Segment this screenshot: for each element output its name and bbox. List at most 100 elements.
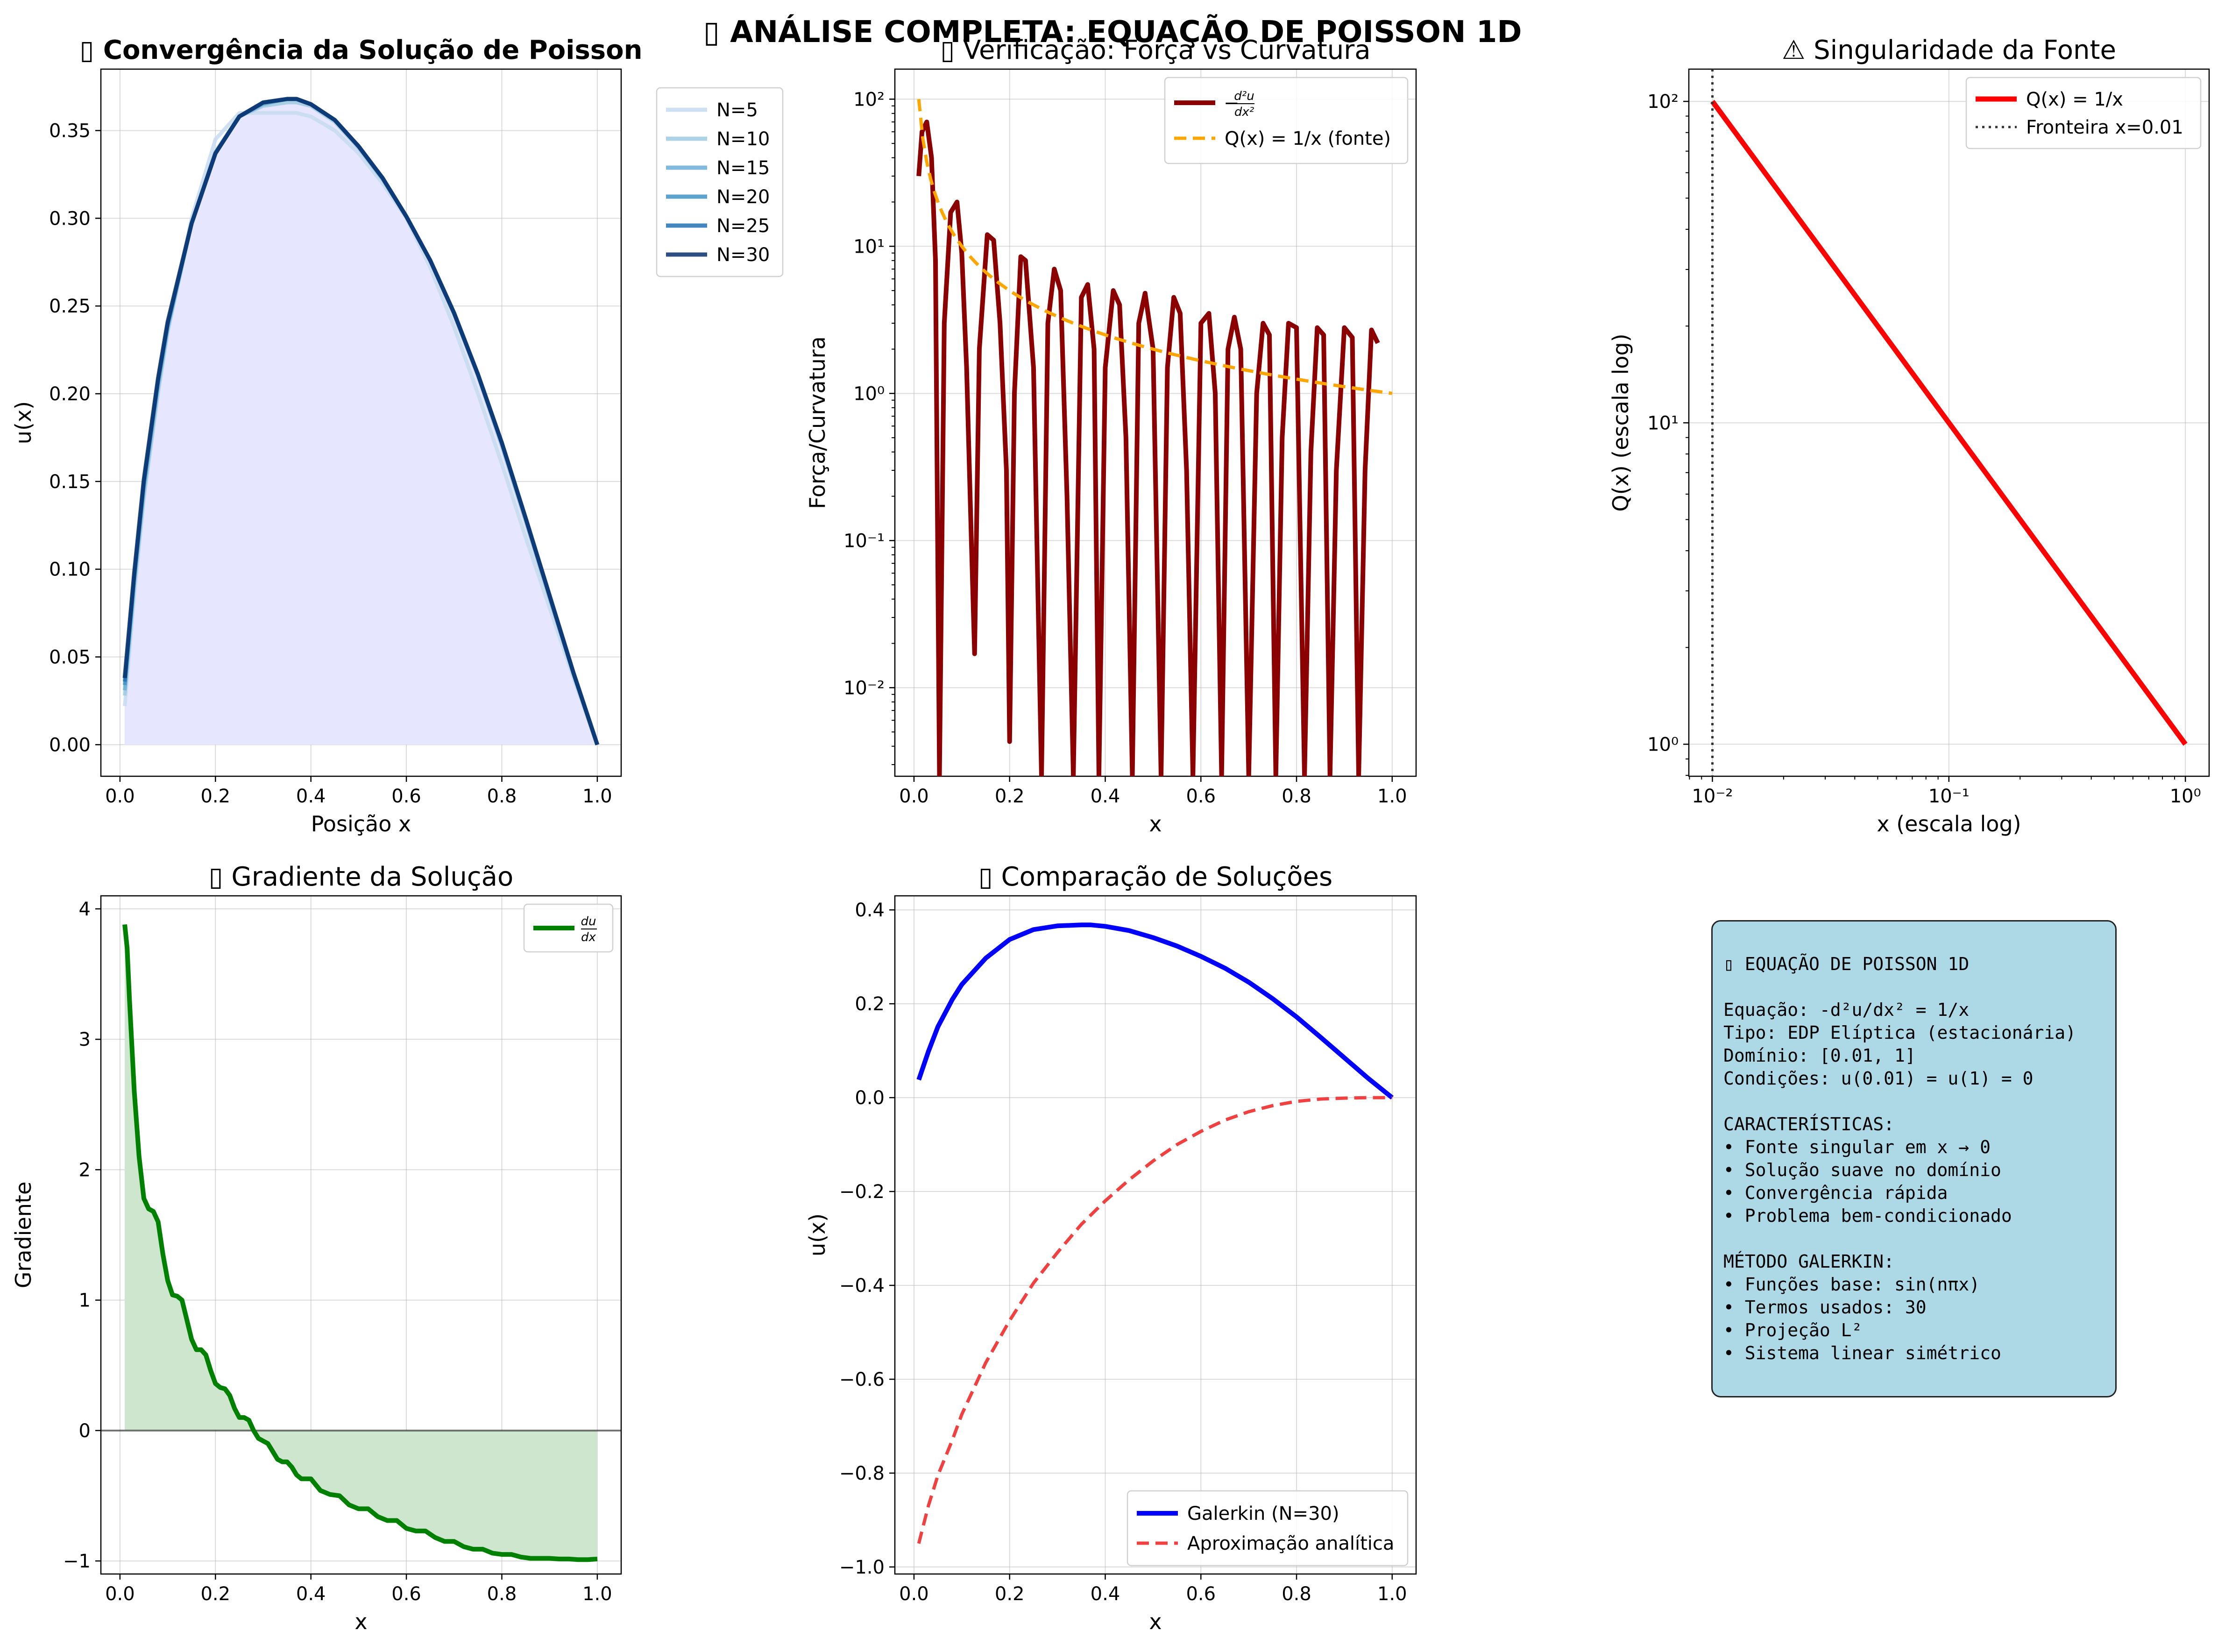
y-tick-label: 1 bbox=[79, 1290, 91, 1312]
chart-comparison: 0.0 0.2 0.4 0.6 0.8 1.0 −1.0 −0.8 −0.6 −0.4 −0.2 0.… bbox=[805, 862, 1417, 1634]
x-tick-label: 1.0 bbox=[1377, 1583, 1407, 1605]
x-tick-label: 0.2 bbox=[995, 786, 1025, 807]
y-tick-label: 0.10 bbox=[49, 559, 91, 581]
legend-box bbox=[656, 87, 784, 277]
x-tick-label: 0.6 bbox=[1186, 1583, 1216, 1605]
y-tick-label: 0.15 bbox=[49, 471, 91, 493]
y-axis-label: Força/Curvatura bbox=[805, 336, 830, 509]
y-tick-label: 4 bbox=[79, 899, 91, 920]
x-axis-label: Posição x bbox=[311, 811, 411, 837]
y-tick-label: 0 bbox=[79, 1420, 91, 1442]
chart-title: ⚠ Singularidade da Fonte bbox=[1782, 35, 2116, 65]
x-tick-label: 10⁰ bbox=[2170, 786, 2201, 807]
y-tick-label: −1 bbox=[63, 1551, 91, 1572]
info-text: ▯ EQUAÇÃO DE POISSON 1D Equação: -d²u/dx… bbox=[1723, 954, 2076, 1363]
series-line-dashed bbox=[917, 1096, 1392, 1544]
legend-label: du bbox=[581, 915, 596, 929]
x-axis-label: x (escala log) bbox=[1877, 811, 2021, 837]
y-axis-label: Q(x) (escala log) bbox=[1608, 333, 1633, 511]
plot-frame bbox=[100, 68, 622, 777]
info-box bbox=[1711, 920, 2117, 1397]
legend-label: Aproximação analítica bbox=[1187, 1533, 1394, 1554]
y-tick-label: 0.05 bbox=[49, 647, 91, 668]
x-tick-label: 0.4 bbox=[1091, 1583, 1120, 1605]
area-fill bbox=[125, 99, 597, 745]
x-tick-label: 0.2 bbox=[200, 1583, 230, 1605]
chart-title: ▯ Verificação: Força vs Curvatura bbox=[940, 35, 1370, 65]
legend-label: N=25 bbox=[716, 215, 770, 237]
legend-label: N=20 bbox=[716, 186, 770, 208]
chart-singularity: 10⁻² 10⁻¹ 10⁰ 10⁰ 10¹ 10² x (escala log) Q(x) (… bbox=[1608, 35, 2210, 837]
x-axis-label: x bbox=[354, 1609, 367, 1634]
x-tick-label: 0.0 bbox=[899, 1583, 929, 1605]
y-axis-label: u(x) bbox=[805, 1213, 830, 1256]
legend-box bbox=[1127, 1490, 1409, 1567]
y-tick-label: 3 bbox=[79, 1029, 91, 1050]
y-tick-label: 10² bbox=[1647, 91, 1679, 113]
series-line bbox=[916, 922, 1394, 1099]
legend-label: d²u bbox=[1234, 89, 1254, 103]
chart-verification: 0.0 0.2 0.4 0.6 0.8 1.0 10⁻² 10⁻¹ 10⁰ 10¹ 10² x Forç… bbox=[805, 35, 1417, 837]
legend-label: dx² bbox=[1234, 105, 1254, 119]
y-tick-label: 0.2 bbox=[855, 993, 885, 1015]
y-tick-label: 0.4 bbox=[855, 900, 885, 921]
y-tick-label: 0.00 bbox=[49, 734, 91, 756]
y-tick-label: 2 bbox=[79, 1159, 91, 1181]
plot-frame bbox=[894, 895, 1417, 1575]
plot-area bbox=[895, 896, 1416, 1574]
chart-gradient: 0.0 0.2 0.4 0.6 0.8 1.0 −1 0 1 2 3 4 x Gradiente ▯ Gra… bbox=[11, 862, 622, 1634]
x-tick-label: 10⁻¹ bbox=[1928, 786, 1970, 807]
y-tick-label: −1.0 bbox=[839, 1557, 885, 1578]
x-tick-label: 0.8 bbox=[1282, 1583, 1311, 1605]
x-tick-label: 0.4 bbox=[296, 786, 326, 807]
legend-box bbox=[1164, 77, 1409, 164]
series-line bbox=[916, 120, 1380, 776]
y-tick-label: 0.30 bbox=[49, 208, 91, 229]
y-tick-label: 10⁻² bbox=[843, 677, 885, 699]
chart-convergence: 0.0 0.2 0.4 0.6 0.8 1.0 0.00 0.05 0.10 0.15 0.20 0.… bbox=[11, 35, 784, 837]
plot-frame bbox=[1688, 68, 2210, 777]
plot-frame bbox=[894, 68, 1417, 777]
y-axis-label: u(x) bbox=[11, 401, 36, 444]
legend-label: dx bbox=[581, 930, 596, 944]
y-axis-label: Gradiente bbox=[11, 1182, 36, 1289]
legend-label: N=30 bbox=[716, 244, 770, 266]
legend-label: N=5 bbox=[716, 99, 758, 121]
series-line bbox=[122, 924, 598, 1562]
x-tick-label: 0.8 bbox=[1282, 786, 1311, 807]
x-tick-label: 0.2 bbox=[200, 786, 230, 807]
x-tick-label: 0.6 bbox=[391, 1583, 421, 1605]
figure-title: ▯ ANÁLISE COMPLETA: EQUAÇÃO DE POISSON 1… bbox=[703, 14, 1522, 50]
x-tick-label: 1.0 bbox=[582, 1583, 612, 1605]
y-tick-label: −0.8 bbox=[839, 1463, 885, 1484]
y-tick-label: 10⁻¹ bbox=[843, 530, 885, 552]
y-tick-label: 10¹ bbox=[853, 236, 885, 257]
x-tick-label: 0.0 bbox=[899, 786, 929, 807]
y-tick-label: 0.35 bbox=[49, 120, 91, 142]
plot-frame bbox=[100, 895, 622, 1575]
x-axis-label: x bbox=[1149, 811, 1162, 837]
y-tick-label: 10¹ bbox=[1647, 412, 1679, 434]
y-tick-label: −0.6 bbox=[839, 1369, 885, 1390]
series-line bbox=[122, 97, 600, 745]
legend-label: Fronteira x=0.01 bbox=[2026, 117, 2183, 138]
legend-label: N=10 bbox=[716, 128, 770, 150]
chart-title: ▯ Convergência da Solução de Poisson bbox=[80, 35, 643, 65]
y-tick-label: 10² bbox=[853, 89, 885, 110]
x-tick-label: 0.6 bbox=[1186, 786, 1216, 807]
y-tick-label: −0.4 bbox=[839, 1275, 885, 1297]
y-tick-label: 10⁰ bbox=[1647, 734, 1679, 755]
legend-label: Q(x) = 1/x (fonte) bbox=[1225, 128, 1391, 149]
x-tick-label: 0.4 bbox=[1091, 786, 1120, 807]
y-tick-label: 0.20 bbox=[49, 383, 91, 405]
legend-label: Q(x) = 1/x bbox=[2026, 89, 2123, 110]
x-tick-label: 0.2 bbox=[995, 1583, 1025, 1605]
x-axis-label: x bbox=[1149, 1609, 1162, 1634]
legend-label: Galerkin (N=30) bbox=[1187, 1503, 1339, 1524]
legend-box bbox=[1965, 77, 2202, 149]
x-tick-label: 1.0 bbox=[1377, 786, 1407, 807]
chart-title: ▯ Comparação de Soluções bbox=[978, 862, 1332, 892]
y-tick-label: 0.25 bbox=[49, 296, 91, 317]
x-tick-label: 0.4 bbox=[296, 1583, 326, 1605]
